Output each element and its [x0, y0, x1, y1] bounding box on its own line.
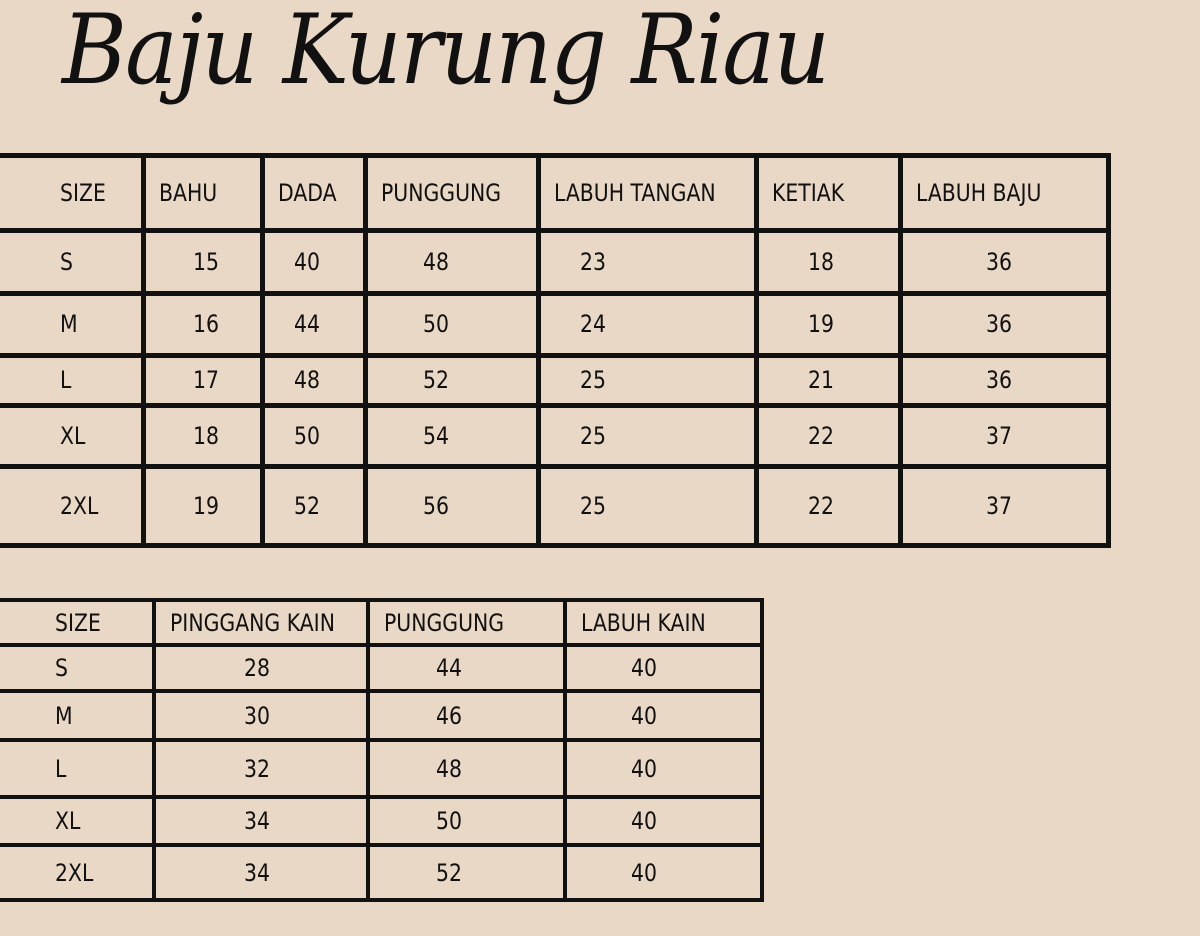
table-row-divider: [0, 738, 764, 742]
measurement-cell: 48: [423, 247, 449, 276]
column-header: PUNGGUNG: [384, 608, 505, 637]
size-label: XL: [55, 807, 81, 835]
measurement-cell: 54: [423, 421, 449, 450]
measurement-cell: 34: [244, 858, 270, 887]
measurement-cell: 44: [436, 654, 462, 682]
size-label: L: [60, 366, 72, 394]
column-header: SIZE: [60, 178, 106, 207]
table-column-divider: [753, 155, 759, 548]
table-column-divider: [1105, 155, 1111, 548]
column-header: DADA: [278, 178, 337, 207]
measurement-cell: 32: [244, 754, 270, 783]
column-header: PINGGANG KAIN: [170, 608, 335, 637]
column-header: LABUH BAJU: [916, 178, 1042, 207]
table-column-divider: [563, 600, 567, 902]
measurement-cell: 19: [808, 310, 834, 338]
column-header: SIZE: [55, 608, 101, 637]
measurement-cell: 21: [808, 366, 834, 394]
measurement-cell: 52: [423, 366, 449, 394]
measurement-cell: 50: [423, 310, 449, 338]
column-header: PUNGGUNG: [381, 178, 502, 207]
measurement-cell: 36: [986, 366, 1012, 394]
measurement-cell: 52: [436, 858, 462, 887]
measurement-cell: 25: [580, 491, 606, 520]
measurement-cell: 40: [631, 754, 657, 783]
size-label: M: [55, 701, 73, 730]
size-label: L: [55, 754, 67, 783]
table-column-divider: [535, 155, 541, 548]
size-label: XL: [60, 421, 86, 450]
measurement-cell: 56: [423, 491, 449, 520]
table-row-divider: [0, 402, 1111, 408]
measurement-cell: 40: [294, 247, 320, 276]
measurement-cell: 50: [436, 807, 462, 835]
measurement-cell: 18: [808, 247, 834, 276]
measurement-cell: 30: [244, 701, 270, 730]
table-row-divider: [0, 795, 764, 799]
table-column-divider: [259, 155, 265, 548]
measurement-cell: 25: [580, 366, 606, 394]
measurement-cell: 44: [294, 310, 320, 338]
size-label: S: [60, 247, 73, 276]
measurement-cell: 46: [436, 701, 462, 730]
measurement-cell: 50: [294, 421, 320, 450]
table-row-divider: [0, 152, 1111, 158]
measurement-cell: 48: [436, 754, 462, 783]
measurement-cell: 22: [808, 421, 834, 450]
measurement-cell: 15: [193, 247, 219, 276]
measurement-cell: 24: [580, 310, 606, 338]
measurement-cell: 17: [193, 366, 219, 394]
measurement-cell: 25: [580, 421, 606, 450]
table-column-divider: [897, 155, 903, 548]
measurement-cell: 22: [808, 491, 834, 520]
column-header: BAHU: [159, 178, 218, 207]
table-row-divider: [0, 290, 1111, 296]
measurement-cell: 37: [986, 421, 1012, 450]
table-row-divider: [0, 643, 764, 647]
measurement-cell: 40: [631, 701, 657, 730]
table-row-divider: [0, 898, 764, 902]
table-row-divider: [0, 227, 1111, 233]
table-column-divider: [760, 600, 764, 902]
table-column-divider: [152, 600, 156, 902]
measurement-cell: 37: [986, 491, 1012, 520]
measurement-cell: 40: [631, 654, 657, 682]
table-row-divider: [0, 689, 764, 693]
table-column-divider: [362, 155, 368, 548]
column-header: KETIAK: [772, 178, 845, 207]
measurement-cell: 28: [244, 654, 270, 682]
table-row-divider: [0, 352, 1111, 358]
size-label: 2XL: [55, 858, 94, 887]
size-label: 2XL: [60, 491, 99, 520]
table-row-divider: [0, 843, 764, 847]
measurement-cell: 19: [193, 491, 219, 520]
table-column-divider: [140, 155, 146, 548]
size-label: M: [60, 310, 78, 338]
table-row-divider: [0, 542, 1111, 548]
size-label: S: [55, 654, 68, 682]
table-column-divider: [366, 600, 370, 902]
page-title: Baju Kurung Riau: [62, 0, 830, 106]
measurement-cell: 52: [294, 491, 320, 520]
measurement-cell: 40: [631, 807, 657, 835]
measurement-cell: 36: [986, 310, 1012, 338]
measurement-cell: 48: [294, 366, 320, 394]
column-header: LABUH TANGAN: [554, 178, 716, 207]
measurement-cell: 16: [193, 310, 219, 338]
column-header: LABUH KAIN: [581, 608, 706, 637]
table-row-divider: [0, 463, 1111, 469]
measurement-cell: 34: [244, 807, 270, 835]
measurement-cell: 40: [631, 858, 657, 887]
measurement-cell: 23: [580, 247, 606, 276]
measurement-cell: 36: [986, 247, 1012, 276]
measurement-cell: 18: [193, 421, 219, 450]
table-row-divider: [0, 598, 764, 602]
